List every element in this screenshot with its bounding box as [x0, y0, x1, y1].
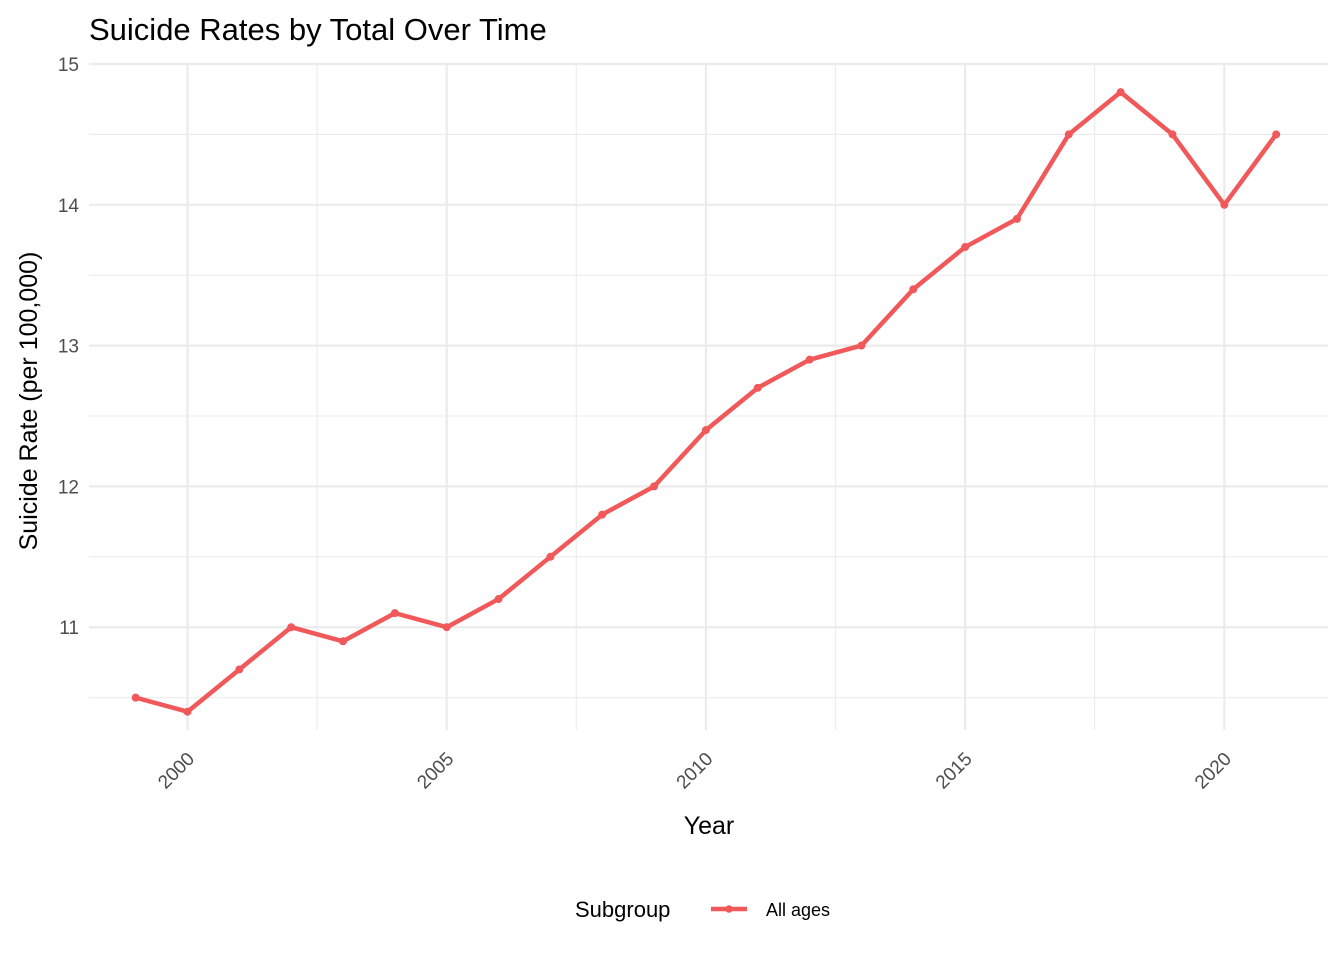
data-point [1064, 130, 1073, 139]
grid [89, 62, 1328, 730]
data-point [650, 482, 659, 491]
x-tick-label: 2000 [154, 749, 199, 794]
y-axis-title: Suicide Rate (per 100,000) [15, 252, 43, 551]
y-tick-label: 12 [58, 477, 79, 498]
data-point [753, 383, 762, 392]
y-tick-label: 14 [58, 196, 80, 217]
x-tick-label: 2010 [673, 749, 718, 794]
chart-title: Suicide Rates by Total Over Time [89, 12, 547, 47]
x-axis-ticks: 2000 2005 2010 2015 2020 [154, 749, 1236, 794]
data-point [442, 623, 451, 632]
data-point [183, 707, 192, 716]
data-point [287, 623, 296, 632]
data-point [598, 510, 607, 519]
data-point [701, 426, 710, 435]
x-tick-label: 2020 [1191, 749, 1236, 794]
y-tick-label: 13 [58, 337, 79, 358]
legend: Subgroup All ages [575, 897, 830, 922]
data-point [494, 595, 503, 604]
legend-title: Subgroup [575, 897, 670, 922]
data-point [235, 665, 244, 674]
x-axis-title: Year [684, 812, 735, 840]
y-tick-label: 11 [59, 618, 79, 639]
data-point [390, 609, 399, 618]
x-tick-label: 2005 [413, 749, 458, 794]
data-point [961, 243, 970, 252]
data-point [1168, 130, 1177, 139]
data-point [909, 285, 918, 294]
legend-label: All ages [766, 900, 830, 920]
data-point [546, 552, 555, 561]
x-tick-label: 2015 [932, 749, 977, 794]
data-point [1220, 200, 1229, 209]
series-layer [131, 88, 1281, 716]
data-point [805, 355, 814, 364]
legend-swatch-point [725, 905, 733, 913]
data-point [1272, 130, 1281, 139]
y-tick-label: 15 [58, 55, 79, 76]
data-point [1116, 88, 1125, 97]
data-point [857, 341, 866, 350]
data-point [339, 637, 348, 646]
data-point [131, 693, 140, 702]
y-axis-ticks: 11 12 13 14 15 [58, 55, 80, 639]
data-point [1012, 214, 1021, 223]
